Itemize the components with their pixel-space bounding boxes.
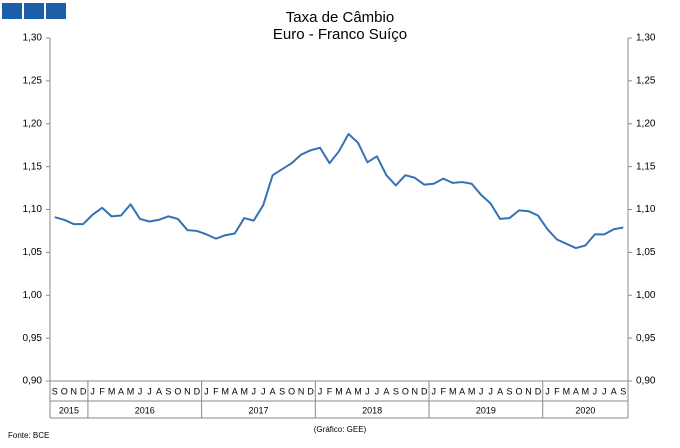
x-tick-label: F [554,386,560,396]
x-tick-label: J [251,386,256,396]
y2-tick-label: 0,90 [636,376,656,387]
x-tick-label: A [232,386,238,396]
x-tick-label: A [573,386,579,396]
x-tick-label: S [279,386,285,396]
x-tick-label: M [582,386,590,396]
chart-title: Taxa de Câmbio [286,9,394,26]
x-tick-label: J [432,386,437,396]
y2-tick-label: 1,30 [636,33,656,44]
y2-tick-label: 1,20 [636,118,656,129]
x-tick-label: D [535,386,542,396]
x-tick-label: N [525,386,532,396]
y-tick-label: 1,15 [23,161,43,172]
x-tick-label: J [375,386,380,396]
year-label: 2019 [476,405,496,415]
x-tick-label: J [138,386,143,396]
y-tick-label: 0,95 [23,333,43,344]
source: Fonte: BCE [8,431,49,440]
logo-block [24,3,44,19]
y2-tick-label: 1,10 [636,204,656,215]
x-tick-label: J [204,386,209,396]
x-tick-label: M [127,386,135,396]
x-tick-label: M [468,386,476,396]
x-tick-label: A [459,386,465,396]
y2-tick-label: 1,15 [636,161,656,172]
year-label: 2015 [59,405,79,415]
x-tick-label: J [90,386,95,396]
x-tick-label: D [194,386,201,396]
x-tick-label: S [393,386,399,396]
x-tick-label: N [298,386,305,396]
x-tick-label: J [479,386,484,396]
x-tick-label: M [563,386,571,396]
y-tick-label: 1,20 [23,118,43,129]
x-tick-label: A [497,386,503,396]
x-tick-label: M [240,386,248,396]
x-tick-label: N [70,386,77,396]
line-series [54,133,624,250]
y-tick-label: 1,30 [23,33,43,44]
x-tick-label: F [327,386,333,396]
y-tick-label: 1,10 [23,204,43,215]
x-tick-label: N [184,386,191,396]
year-label: 2017 [248,405,268,415]
x-tick-label: J [602,386,607,396]
x-tick-label: A [118,386,124,396]
x-tick-label: S [507,386,513,396]
year-label: 2018 [362,405,382,415]
x-tick-label: J [318,386,323,396]
logo-block [46,3,66,19]
x-tick-label: O [402,386,409,396]
y2-tick-label: 1,00 [636,290,656,301]
x-tick-label: O [174,386,181,396]
x-tick-label: O [516,386,523,396]
y-tick-label: 0,90 [23,376,43,387]
x-tick-label: D [307,386,314,396]
x-tick-label: A [383,386,389,396]
x-tick-label: F [213,386,219,396]
x-tick-label: M [449,386,457,396]
x-tick-label: O [288,386,295,396]
x-tick-label: S [52,386,58,396]
x-tick-label: J [488,386,493,396]
y2-tick-label: 0,95 [636,333,656,344]
x-tick-label: J [261,386,266,396]
y-tick-label: 1,25 [23,76,43,87]
year-label: 2016 [135,405,155,415]
x-tick-label: N [412,386,419,396]
y-tick-label: 1,05 [23,247,43,258]
x-tick-label: D [421,386,428,396]
x-tick-label: A [345,386,351,396]
x-tick-label: A [156,386,162,396]
x-tick-label: J [545,386,550,396]
y2-tick-label: 1,05 [636,247,656,258]
x-tick-label: J [147,386,152,396]
x-tick-label: F [440,386,446,396]
x-tick-label: J [593,386,598,396]
y2-tick-label: 1,25 [636,76,656,87]
x-tick-label: S [620,386,626,396]
chart-subtitle: Euro - Franco Suíço [273,26,407,43]
credit: (Gráfico: GEE) [314,425,367,434]
x-tick-label: M [335,386,343,396]
year-label: 2020 [575,405,595,415]
x-tick-label: M [108,386,116,396]
x-tick-label: O [61,386,68,396]
x-tick-label: A [270,386,276,396]
y-tick-label: 1,00 [23,290,43,301]
x-tick-label: F [99,386,105,396]
logo-block [2,3,22,19]
x-tick-label: M [354,386,362,396]
x-tick-label: M [222,386,230,396]
x-tick-label: A [611,386,617,396]
x-tick-label: D [80,386,87,396]
x-tick-label: S [165,386,171,396]
x-tick-label: J [365,386,370,396]
